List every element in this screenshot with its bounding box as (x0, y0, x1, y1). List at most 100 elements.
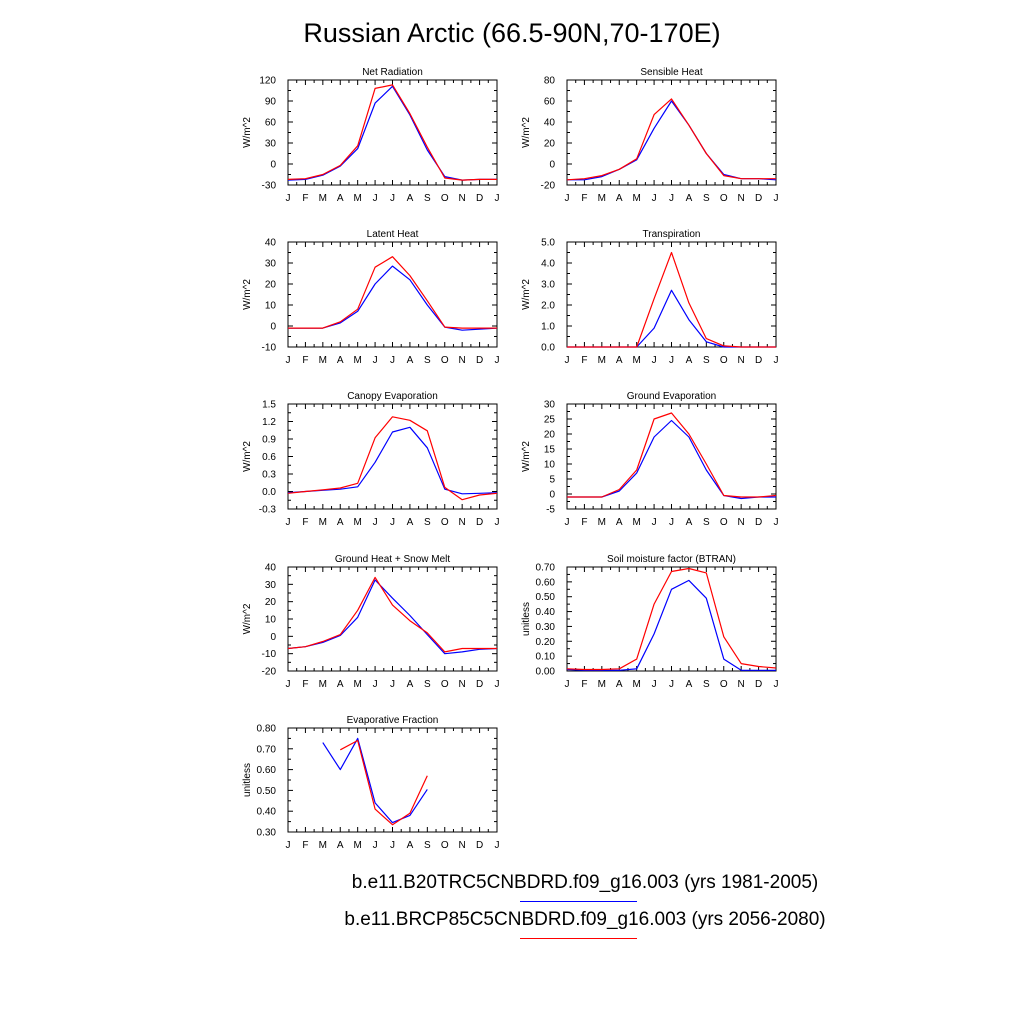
series-line-1 (322, 737, 428, 824)
series-line-1 (566, 579, 776, 671)
x-tick-label: O (441, 679, 449, 690)
legend-label-series-1: b.e11.B20TRC5CNBDRD.f09_g16.003 (yrs 198… (351, 872, 819, 893)
y-tick-label: -20 (541, 181, 556, 192)
y-tick-label: 0.30 (536, 622, 556, 633)
x-tick-label: M (353, 679, 361, 690)
y-tick-label: 30 (265, 259, 277, 270)
x-tick-label: J (652, 679, 657, 690)
x-tick-label: F (581, 679, 587, 690)
y-tick-label: 1.0 (541, 322, 555, 333)
y-tick-label: 10 (544, 460, 556, 471)
y-tick-label: -10 (262, 649, 277, 660)
plot-frame (287, 241, 498, 348)
y-tick-label: 0.3 (262, 470, 276, 481)
x-tick-label: A (337, 679, 344, 690)
x-tick-label: J (373, 517, 378, 528)
x-tick-label: J (390, 840, 395, 851)
x-tick-label: M (632, 679, 640, 690)
x-tick-label: F (302, 193, 308, 204)
x-tick-label: J (373, 193, 378, 204)
x-tick-label: M (632, 193, 640, 204)
x-tick-label: A (407, 840, 414, 851)
x-tick-label: J (286, 193, 291, 204)
plot-frame (287, 79, 498, 186)
series-line-2 (288, 256, 497, 329)
y-tick-label: -10 (262, 343, 277, 354)
y-tick-label: 40 (544, 118, 556, 129)
x-tick-label: J (652, 517, 657, 528)
x-tick-label: M (353, 355, 361, 366)
x-tick-label: J (669, 193, 674, 204)
y-tick-label: -20 (262, 667, 277, 678)
x-tick-label: J (390, 193, 395, 204)
series-line-1 (567, 419, 776, 500)
plot-frame (287, 566, 498, 672)
x-tick-label: D (476, 840, 483, 851)
y-tick-label: 120 (259, 76, 276, 87)
panel-title: Latent Heat (367, 229, 419, 240)
y-tick-label: 60 (265, 118, 277, 129)
y-tick-label: 20 (265, 280, 277, 291)
y-tick-label: 1.2 (262, 417, 276, 428)
x-tick-label: O (441, 840, 449, 851)
y-tick-label: 0.40 (257, 807, 277, 818)
y-tick-label: 40 (265, 238, 277, 249)
x-tick-label: F (302, 355, 308, 366)
legend-line-series-1 (520, 901, 637, 902)
plot-frame (566, 241, 777, 348)
series-line-1 (287, 426, 498, 495)
y-tick-label: 0.70 (257, 744, 277, 755)
x-tick-label: J (565, 679, 570, 690)
legend-line-series-2 (520, 938, 637, 939)
x-tick-label: J (774, 517, 779, 528)
x-tick-label: O (720, 355, 728, 366)
panel-title: Transpiration (643, 229, 701, 240)
x-tick-label: M (319, 193, 327, 204)
x-tick-label: S (424, 355, 431, 366)
y-tick-label: 30 (544, 400, 556, 411)
series-line-1 (287, 85, 497, 181)
x-tick-label: A (686, 517, 693, 528)
y-tick-label: 0.30 (257, 828, 277, 839)
y-axis-label: W/m^2 (242, 441, 253, 472)
y-tick-label: 0 (549, 160, 555, 171)
x-tick-label: J (652, 355, 657, 366)
x-tick-label: J (495, 517, 500, 528)
legend-label-series-2: b.e11.BRCP85C5CNBDRD.f09_g16.003 (yrs 20… (344, 909, 826, 930)
x-tick-label: S (703, 193, 710, 204)
y-tick-label: 1.5 (262, 400, 276, 411)
x-tick-label: J (495, 840, 500, 851)
x-tick-label: J (373, 679, 378, 690)
y-tick-label: -5 (546, 505, 555, 516)
x-tick-label: J (373, 355, 378, 366)
x-tick-label: O (441, 517, 449, 528)
y-tick-label: 0.6 (262, 452, 276, 463)
x-tick-label: M (598, 517, 606, 528)
x-tick-label: M (319, 679, 327, 690)
x-tick-label: J (669, 679, 674, 690)
y-tick-label: 25 (544, 415, 556, 426)
y-axis-label: W/m^2 (242, 603, 253, 634)
y-tick-label: 0.0 (541, 343, 555, 354)
y-tick-label: 90 (265, 97, 277, 108)
series-line-1 (567, 289, 776, 348)
y-tick-label: 3.0 (541, 280, 555, 291)
series-line-2 (567, 251, 776, 348)
x-tick-label: O (720, 517, 728, 528)
y-tick-label: -30 (262, 181, 277, 192)
y-tick-label: 0.60 (257, 765, 277, 776)
x-tick-label: A (616, 355, 623, 366)
x-tick-label: J (286, 840, 291, 851)
x-tick-label: A (686, 679, 693, 690)
x-tick-label: A (616, 679, 623, 690)
chart-panel-5: J F M A M J J A S O N D J-0.30.00.30.60.91.21.5Canop… (242, 391, 500, 528)
x-tick-label: N (459, 840, 466, 851)
x-tick-label: D (755, 517, 762, 528)
x-tick-label: J (373, 840, 378, 851)
x-tick-label: M (598, 679, 606, 690)
y-tick-label: 0.00 (536, 667, 556, 678)
